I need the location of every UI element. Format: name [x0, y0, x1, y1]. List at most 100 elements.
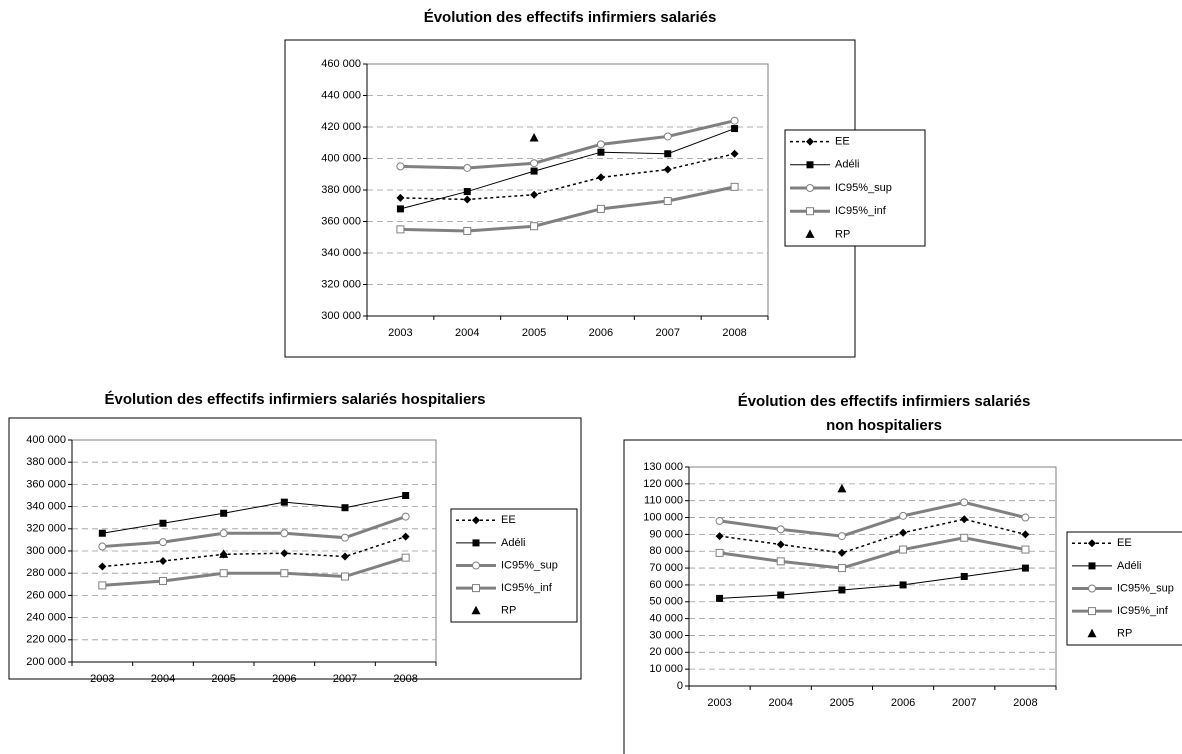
data-point: [596, 140, 605, 149]
data-point: [837, 564, 846, 573]
data-point: [837, 483, 847, 493]
legend: EE Adéli IC95%_sup IC95%_inf RP: [1066, 531, 1182, 646]
data-point: [402, 492, 410, 499]
line-chart: Évolution des effectifs infirmiers salar…: [623, 393, 1182, 754]
data-point: [396, 205, 404, 213]
legend-marker: [805, 229, 815, 238]
series-line: [719, 536, 1026, 570]
y-tick-label: 10 000: [649, 663, 683, 675]
x-tick-label: 2005: [211, 673, 235, 685]
y-tick-label: 100 000: [643, 511, 683, 523]
data-point: [530, 190, 539, 199]
data-point: [219, 569, 228, 578]
x-tick-label: 2007: [656, 327, 680, 339]
data-point: [463, 163, 472, 172]
series-line: [102, 495, 406, 534]
data-point: [899, 528, 908, 537]
legend-marker: [806, 137, 814, 146]
y-tick-label: 50 000: [649, 596, 683, 608]
data-point: [838, 586, 846, 594]
chart-title: Évolution des effectifs infirmiers salar…: [424, 9, 717, 26]
x-tick-label: 2004: [769, 697, 793, 709]
data-point: [280, 529, 289, 538]
x-tick-label: 2003: [388, 327, 412, 339]
series-line: [400, 185, 735, 233]
series-line: [400, 119, 735, 170]
data-point: [98, 529, 106, 537]
data-point: [776, 557, 785, 566]
legend: EE Adéli IC95%_sup IC95%_inf RP: [784, 129, 926, 247]
data-point: [463, 188, 471, 196]
y-tick-label: 90 000: [649, 528, 683, 540]
chart-title: non hospitaliers: [826, 417, 942, 434]
data-point: [664, 150, 672, 158]
y-tick-label: 380 000: [321, 184, 361, 196]
y-tick-label: 200 000: [26, 656, 66, 668]
data-point: [159, 556, 167, 565]
legend-marker: [1088, 562, 1096, 570]
data-point: [1021, 530, 1030, 539]
y-tick-label: 420 000: [321, 121, 361, 133]
legend-label: EE: [501, 514, 516, 526]
y-tick-label: 60 000: [649, 579, 683, 591]
legend-marker: [472, 584, 480, 593]
x-tick-label: 2004: [455, 327, 479, 339]
data-point: [960, 515, 969, 524]
legend: EE Adéli IC95%_sup IC95%_inf RP: [450, 508, 578, 623]
x-tick-label: 2003: [707, 697, 731, 709]
data-point: [715, 532, 724, 541]
x-tick-label: 2006: [589, 327, 613, 339]
data-point: [280, 569, 289, 578]
data-point: [280, 498, 288, 506]
y-tick-label: 320 000: [321, 278, 361, 290]
data-point: [98, 562, 107, 571]
data-point: [1021, 564, 1029, 572]
y-tick-label: 340 000: [321, 247, 361, 259]
series-line: [400, 153, 735, 201]
data-point: [597, 148, 605, 156]
data-point: [730, 116, 739, 125]
y-tick-label: 260 000: [26, 589, 66, 601]
series-line: [400, 128, 735, 210]
data-point: [1021, 513, 1030, 522]
series-line: [102, 515, 407, 549]
data-point: [730, 182, 739, 191]
y-tick-label: 80 000: [649, 545, 683, 557]
legend-label: IC95%_inf: [835, 205, 887, 217]
legend-marker: [1087, 628, 1097, 638]
y-tick-label: 380 000: [26, 456, 66, 468]
y-tick-label: 300 000: [321, 310, 361, 322]
data-point: [960, 533, 969, 542]
y-tick-label: 360 000: [321, 215, 361, 227]
data-point: [776, 540, 785, 549]
data-point: [960, 573, 968, 580]
x-tick-label: 2004: [151, 673, 175, 685]
data-point: [396, 225, 405, 234]
x-tick-label: 2005: [830, 697, 854, 709]
data-point: [159, 519, 167, 527]
legend-label: IC95%_inf: [501, 582, 553, 594]
data-point: [220, 509, 228, 517]
y-tick-label: 320 000: [26, 523, 66, 535]
data-point: [341, 533, 349, 542]
series-line: [719, 567, 1026, 599]
data-point: [401, 553, 410, 562]
legend-label: IC95%_sup: [835, 182, 892, 194]
data-point: [341, 552, 349, 561]
y-tick-label: 240 000: [26, 612, 66, 624]
legend-label: Adéli: [501, 537, 525, 549]
x-tick-label: 2008: [393, 673, 417, 685]
data-point: [899, 545, 908, 554]
data-point: [280, 549, 289, 558]
chart-title: Évolution des effectifs infirmiers salar…: [738, 393, 1031, 410]
data-point: [596, 173, 605, 182]
series-line: [102, 556, 407, 587]
legend-marker: [472, 561, 480, 570]
y-tick-label: 110 000: [644, 495, 683, 507]
legend-label: IC95%_sup: [501, 559, 558, 571]
legend-label: RP: [501, 605, 516, 617]
series-line: [719, 500, 1026, 538]
data-point: [530, 222, 539, 231]
y-tick-label: 280 000: [26, 567, 66, 579]
